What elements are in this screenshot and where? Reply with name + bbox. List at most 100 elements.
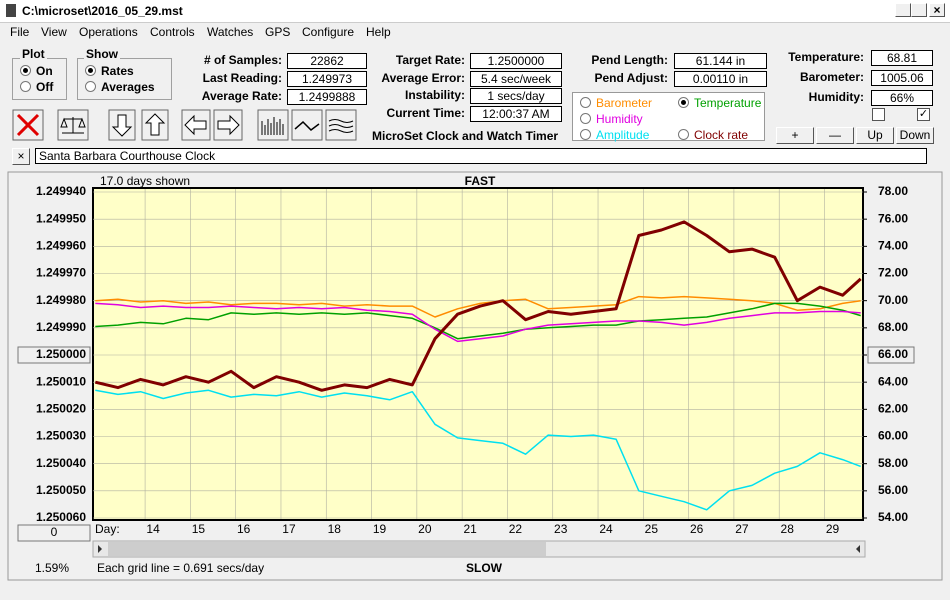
field-label: Average Rate: <box>201 89 282 103</box>
option-label: On <box>36 64 53 78</box>
field-value: 1005.06 <box>871 70 933 86</box>
y-tick-label: 1.250010 <box>36 374 86 388</box>
y-tick-label: 1.249940 <box>36 184 86 198</box>
plot-title: Plot <box>20 47 47 61</box>
field-value: 22862 <box>287 53 367 69</box>
clock-name[interactable]: Santa Barbara Courthouse Clock <box>35 148 927 164</box>
field-value: 1.2499888 <box>287 89 367 105</box>
legend-label: Temperature <box>694 96 762 110</box>
y-tick-label: 1.249970 <box>36 266 86 280</box>
y2-tick-label: 74.00 <box>878 239 908 253</box>
x-tick-label: 26 <box>690 522 704 536</box>
checkbox[interactable] <box>872 108 885 121</box>
menu-item[interactable]: Operations <box>79 25 138 39</box>
legend-item[interactable]: Barometer <box>580 96 652 110</box>
y-tick-label: 1.249950 <box>36 211 86 225</box>
plot-on[interactable]: On <box>20 64 53 78</box>
checkbox-checked[interactable]: ✓ <box>917 108 930 121</box>
percent: 1.59% <box>35 561 69 575</box>
grid-note: Each grid line = 0.691 secs/day <box>97 561 264 575</box>
title-bar: C:\microset\2016_05_29.mst × <box>0 0 950 23</box>
radio[interactable] <box>678 129 689 140</box>
y2-tick-label: 78.00 <box>878 184 908 198</box>
option-label: Averages <box>101 80 155 94</box>
field-value: 61.144 in <box>674 53 767 69</box>
field-label: # of Samples: <box>203 53 282 67</box>
plot-off[interactable]: Off <box>20 80 53 94</box>
x-tick-label: 17 <box>282 522 296 536</box>
field-value: 0.00110 in <box>674 71 767 87</box>
button[interactable]: + <box>776 127 814 144</box>
x-tick-label: 16 <box>237 522 251 536</box>
field-label: Current Time: <box>386 105 465 120</box>
clear-button[interactable]: × <box>12 148 30 165</box>
x-tick-label: 15 <box>192 522 206 536</box>
y-tick-label: 1.249990 <box>36 320 86 334</box>
y2-tick-label: 62.00 <box>878 402 908 416</box>
field-label: Average Error: <box>381 70 465 85</box>
menu-item[interactable]: Configure <box>302 25 355 39</box>
y2-tick-label: 66.00 <box>878 347 908 361</box>
field-value: 68.81 <box>871 50 933 66</box>
scroll-thumb[interactable] <box>108 542 546 556</box>
radio[interactable] <box>678 97 689 108</box>
plot-area <box>92 187 864 521</box>
field-value: 1 secs/day <box>470 88 562 104</box>
show-averages[interactable]: Averages <box>85 80 155 94</box>
tick-button <box>17 346 91 364</box>
y-tick-label: 1.250040 <box>36 456 86 470</box>
menu-item[interactable]: Watches <box>207 25 254 39</box>
maximize[interactable] <box>911 3 927 17</box>
minimize[interactable] <box>895 3 911 17</box>
close[interactable]: × <box>929 3 945 17</box>
radio[interactable] <box>580 113 591 124</box>
legend-item[interactable]: Humidity <box>580 112 643 126</box>
window-title: C:\microset\2016_05_29.mst <box>22 4 183 18</box>
series-line <box>95 302 861 340</box>
field-value: 12:00:37 AM <box>470 105 562 122</box>
tick-button <box>867 346 915 364</box>
button[interactable]: — <box>816 127 854 144</box>
y2-tick-label: 76.00 <box>878 211 908 225</box>
option-label: Rates <box>101 64 134 78</box>
y2-tick-label: 68.00 <box>878 320 908 334</box>
y-tick-label: 1.249960 <box>36 239 86 253</box>
menu-item[interactable]: GPS <box>265 25 291 39</box>
menu-item[interactable]: View <box>41 25 67 39</box>
button[interactable]: Down <box>896 127 934 144</box>
x-tick-label: 24 <box>599 522 613 536</box>
show-rates[interactable]: Rates <box>85 64 134 78</box>
menu-item[interactable]: Help <box>366 25 391 39</box>
field-value: 1.2500000 <box>470 53 562 69</box>
field-label: Pend Length: <box>591 53 668 67</box>
y2-tick-label: 72.00 <box>878 266 908 280</box>
series-line <box>95 302 861 343</box>
menu-item[interactable]: Controls <box>150 25 195 39</box>
x-tick-label: 14 <box>146 522 160 536</box>
x-tick-label: 23 <box>554 522 568 536</box>
slow-label: SLOW <box>466 561 503 575</box>
x-label: Day: <box>95 522 120 536</box>
legend-label: Amplitude <box>596 128 650 142</box>
radio[interactable] <box>580 97 591 108</box>
button[interactable]: Up <box>856 127 894 144</box>
show-group <box>77 58 172 100</box>
x-tick-label: 29 <box>826 522 840 536</box>
legend-item[interactable]: Temperature <box>678 96 761 110</box>
legend-label: Humidity <box>596 112 643 126</box>
x-tick-label: 18 <box>328 522 342 536</box>
field-label: Temperature: <box>788 50 864 64</box>
days-shown: 17.0 days shown <box>100 174 190 188</box>
legend-item[interactable]: Clock rate <box>678 128 748 142</box>
scroll-button[interactable] <box>17 524 91 542</box>
y-tick-label: 1.249980 <box>36 293 86 307</box>
legend <box>572 92 765 141</box>
legend-item[interactable]: Amplitude <box>580 128 649 142</box>
series-line <box>95 389 861 511</box>
menu-item[interactable]: File <box>10 25 30 39</box>
field-label: Pend Adjust: <box>594 71 668 85</box>
legend-label: Barometer <box>596 96 653 110</box>
radio[interactable] <box>580 129 591 140</box>
